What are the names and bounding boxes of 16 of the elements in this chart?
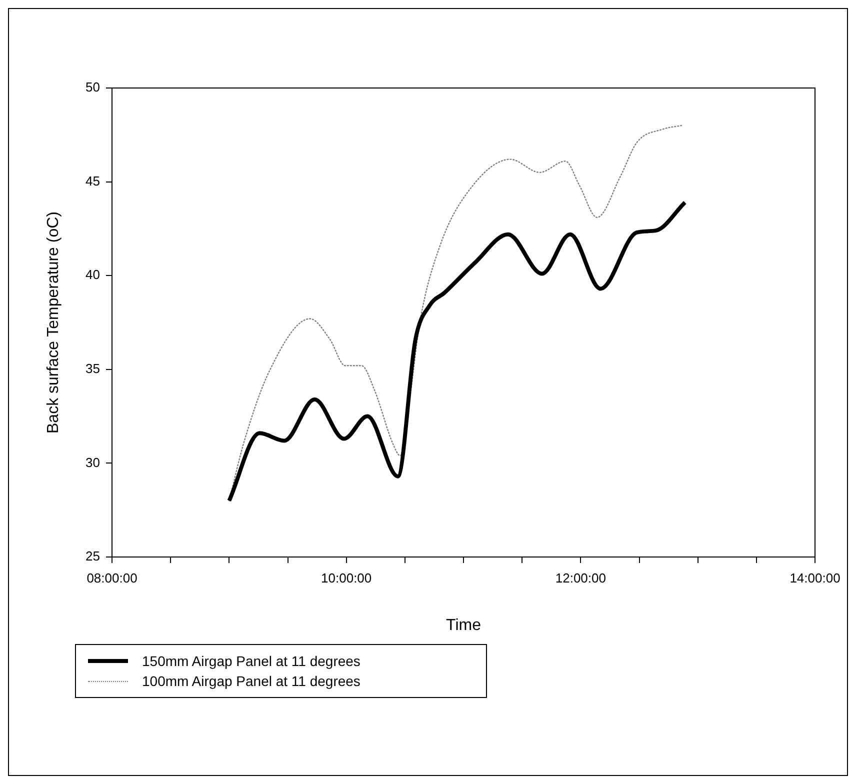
- legend-label: 150mm Airgap Panel at 11 degrees: [142, 653, 360, 669]
- y-tick-label: 45: [86, 173, 100, 188]
- y-tick-label: 50: [86, 80, 100, 95]
- x-tick-label: 08:00:00: [86, 570, 138, 586]
- x-axis-title: Time: [446, 616, 482, 634]
- y-tick-label: 25: [86, 548, 100, 564]
- x-tick-label: 12:00:00: [555, 570, 606, 586]
- y-tick-label: 40: [86, 267, 100, 282]
- line-series: [228, 124, 682, 502]
- y-tick-label: 35: [86, 360, 100, 376]
- y-axis-title: Back surface Temperature (oC): [45, 211, 62, 434]
- y-tick-label: 30: [86, 454, 100, 470]
- line-series: [227, 200, 687, 503]
- x-tick-label: 10:00:00: [321, 570, 372, 586]
- x-tick-label: 14:00:00: [790, 570, 840, 586]
- legend-label: 100mm Airgap Panel at 11 degrees: [142, 673, 360, 689]
